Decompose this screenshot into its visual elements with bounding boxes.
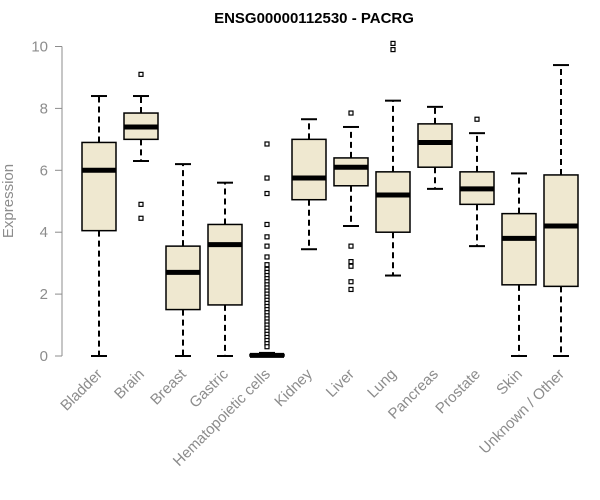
x-tick-label: Liver [323,366,358,401]
iqr-box [375,171,411,233]
x-tick-label: Breast [147,365,190,408]
box-brain [123,71,159,221]
outlier-point [390,46,396,53]
y-tick-label: 0 [40,348,48,365]
y-tick-label: 8 [40,100,48,117]
iqr-box [543,174,579,288]
outlier-point [264,141,270,147]
box-lung [375,40,411,277]
plot-area [81,40,579,358]
outlier-point [138,201,144,207]
outlier-point [348,279,354,285]
x-tick-label: Bladder [57,366,106,415]
iqr-box [165,245,201,311]
chart-title: ENSG00000112530 - PACRG [214,10,414,27]
x-tick-label: Kidney [271,365,316,410]
outlier-point [348,110,354,116]
outlier-point [264,234,270,240]
outlier-point [264,190,270,197]
box-breast [165,163,201,357]
box-hematopoietic-cells [249,141,285,358]
box-pancreas [417,105,453,190]
outlier-point [348,263,354,269]
y-axis: 0 2 4 6 8 10 [31,39,63,365]
outlier-point [138,215,144,221]
y-tick-label: 10 [31,39,48,56]
iqr-box [417,123,453,168]
box-prostate [459,116,495,248]
outlier-point [264,221,270,228]
box-liver [333,110,369,293]
y-tick-label: 6 [40,162,48,179]
outlier-point [474,116,480,122]
x-tick-label: Brain [111,366,148,403]
outlier-point [348,286,354,293]
iqr-box [501,212,537,286]
iqr-box [81,141,117,232]
outlier-point [348,259,354,265]
iqr-box [291,138,327,201]
outlier-point [348,243,354,249]
x-tick-label: Lung [364,366,400,402]
box-skin [501,172,537,357]
y-tick-label: 2 [40,286,48,303]
box-gastric [207,181,243,357]
outlier-point [264,262,270,268]
outlier-point [264,175,270,181]
outlier-point [138,71,144,77]
outlier-point [264,254,270,260]
outlier-point [390,40,396,47]
y-tick-label: 4 [40,224,48,241]
box-unknown-other [543,64,579,357]
box-bladder [81,95,117,357]
outlier-point [264,344,270,350]
y-axis-label: Expression [0,164,17,238]
x-tick-label: Prostate [432,366,484,418]
iqr-box [333,157,369,187]
outlier-point [264,243,270,249]
box-kidney [291,118,327,251]
x-tick-label: Skin [493,366,526,399]
iqr-box [207,223,243,306]
